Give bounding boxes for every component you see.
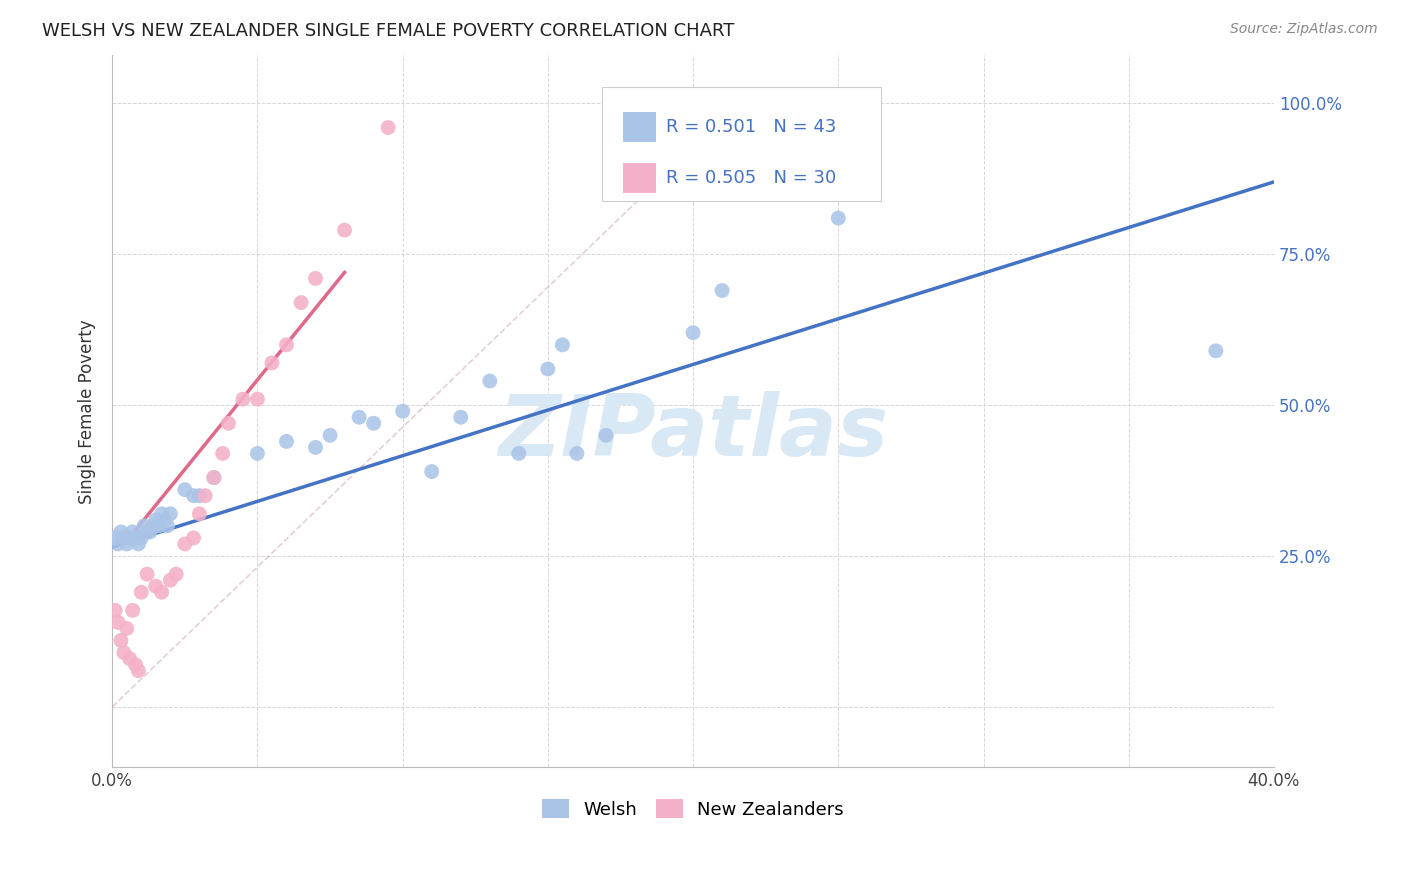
Point [124, 531, 146, 545]
Point [478, 374, 501, 388]
Point [142, 519, 165, 533]
Point [104, 603, 127, 617]
Point [173, 537, 195, 551]
Y-axis label: Single Female Poverty: Single Female Poverty [79, 318, 96, 503]
Point [217, 417, 239, 431]
Point [129, 585, 152, 599]
Point [156, 519, 179, 533]
Point [145, 513, 167, 527]
Legend: Welsh, New Zealanders: Welsh, New Zealanders [536, 792, 851, 826]
Point [159, 573, 181, 587]
Point [595, 428, 617, 442]
Point [304, 271, 326, 285]
Text: ZIPatlas: ZIPatlas [498, 391, 889, 474]
Point [112, 531, 135, 545]
Point [118, 651, 141, 665]
Point [127, 537, 149, 551]
Point [1205, 343, 1227, 358]
Point [537, 362, 560, 376]
Point [115, 537, 138, 551]
Point [107, 537, 129, 551]
Point [319, 428, 342, 442]
Point [246, 392, 269, 406]
Point [363, 417, 385, 431]
Point [159, 507, 181, 521]
Point [112, 646, 135, 660]
Point [508, 446, 530, 460]
Point [136, 524, 159, 539]
FancyBboxPatch shape [623, 163, 657, 194]
Point [194, 489, 217, 503]
Point [136, 567, 159, 582]
Point [173, 483, 195, 497]
Point [202, 470, 225, 484]
Point [121, 524, 143, 539]
Text: R = 0.501   N = 43: R = 0.501 N = 43 [666, 118, 837, 136]
Text: Source: ZipAtlas.com: Source: ZipAtlas.com [1230, 22, 1378, 37]
Point [188, 507, 211, 521]
Point [104, 531, 127, 545]
Point [148, 519, 170, 533]
Point [682, 326, 704, 340]
Point [246, 446, 269, 460]
Point [165, 567, 187, 582]
Point [150, 507, 173, 521]
Point [118, 531, 141, 545]
Point [377, 120, 399, 135]
Text: WELSH VS NEW ZEALANDER SINGLE FEMALE POVERTY CORRELATION CHART: WELSH VS NEW ZEALANDER SINGLE FEMALE POV… [42, 22, 734, 40]
Point [145, 579, 167, 593]
Point [276, 338, 298, 352]
Point [107, 615, 129, 630]
Point [827, 211, 849, 225]
Point [139, 524, 162, 539]
Point [450, 410, 472, 425]
Point [183, 489, 205, 503]
Point [110, 633, 132, 648]
Point [333, 223, 356, 237]
Point [211, 446, 233, 460]
Point [711, 284, 734, 298]
Point [290, 295, 312, 310]
FancyBboxPatch shape [603, 87, 882, 201]
Point [260, 356, 283, 370]
Point [347, 410, 370, 425]
Point [127, 664, 149, 678]
Text: R = 0.505   N = 30: R = 0.505 N = 30 [666, 169, 837, 187]
Point [391, 404, 413, 418]
Point [304, 441, 326, 455]
Point [134, 519, 156, 533]
Point [129, 531, 152, 545]
Point [420, 465, 443, 479]
Point [150, 585, 173, 599]
Point [110, 524, 132, 539]
Point [565, 446, 588, 460]
Point [124, 657, 146, 672]
Point [121, 603, 143, 617]
Point [202, 470, 225, 484]
Point [183, 531, 205, 545]
Point [188, 489, 211, 503]
FancyBboxPatch shape [623, 112, 657, 142]
Point [115, 622, 138, 636]
Point [232, 392, 254, 406]
Point [551, 338, 574, 352]
Point [276, 434, 298, 449]
Point [153, 513, 176, 527]
